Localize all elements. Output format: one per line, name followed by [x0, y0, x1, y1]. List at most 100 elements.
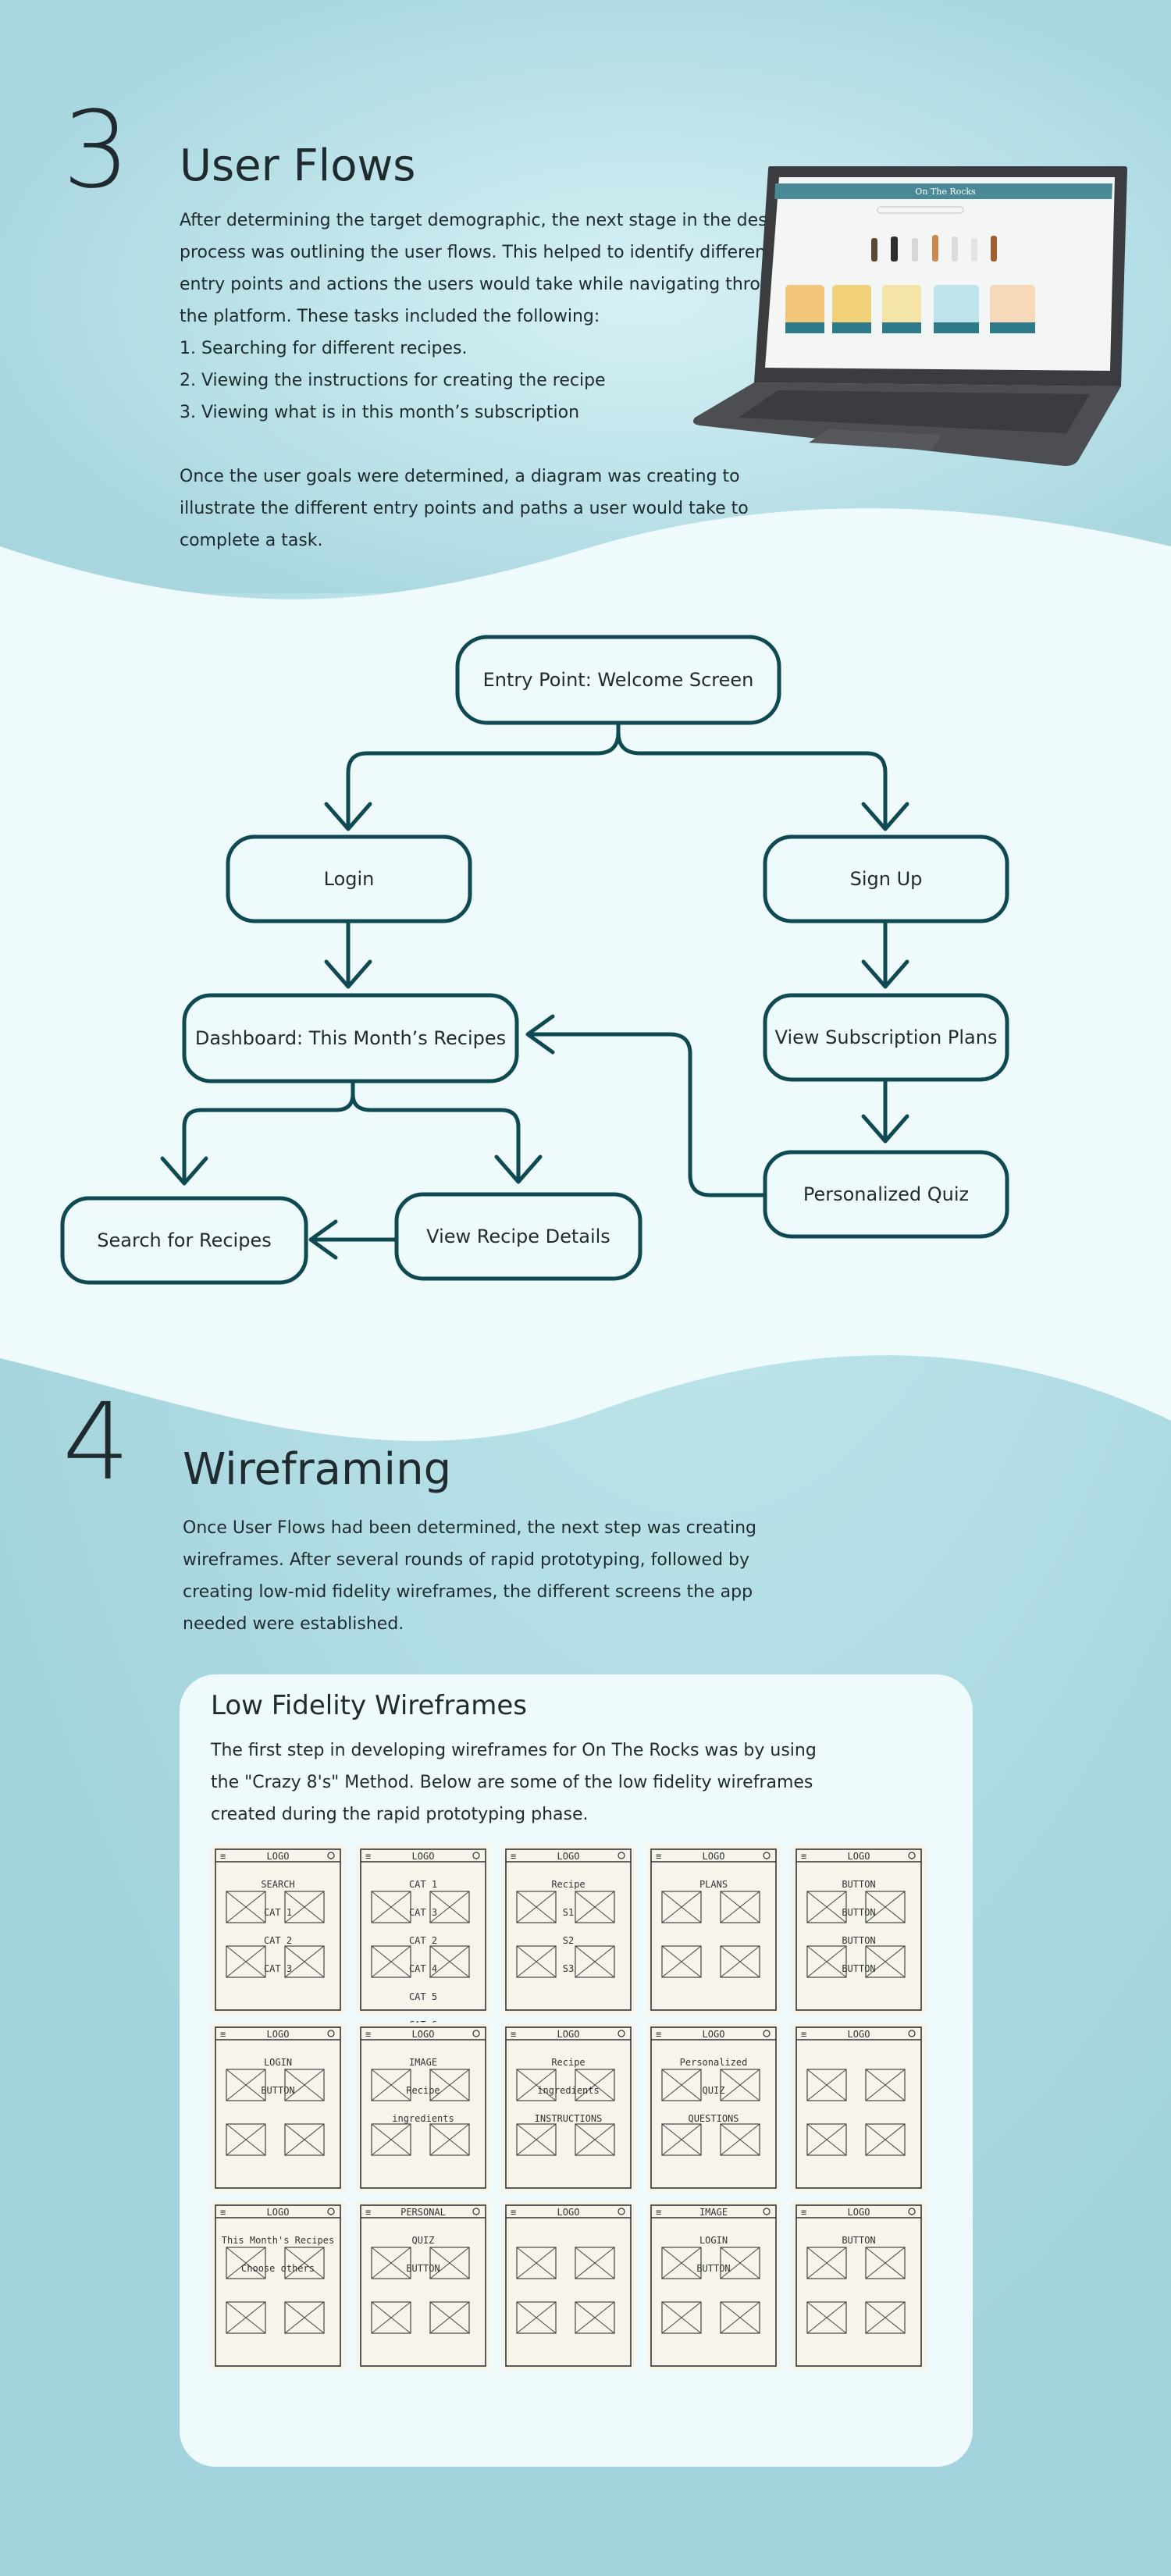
sketch-label: LOGO	[703, 1851, 725, 1862]
flow-node-details	[394, 1192, 642, 1281]
user-flows-followup: Once the user goals were determined, a d…	[180, 461, 749, 557]
sketch-label: Recipe	[551, 2057, 585, 2068]
sketch-label: BUTTON	[842, 1963, 875, 1974]
followup-line: complete a task.	[180, 531, 323, 550]
followup-line: Once the user goals were determined, a d…	[180, 467, 740, 486]
svg-text:≡: ≡	[801, 1851, 806, 1862]
svg-text:≡: ≡	[511, 2207, 516, 2218]
sketch-label: LOGO	[412, 1851, 435, 1862]
card-description: The first step in developing wireframes …	[211, 1735, 817, 1831]
sketch-label: BUTTON	[842, 2235, 875, 2246]
sketch-label: LOGO	[848, 2207, 870, 2218]
flow-node-search	[60, 1196, 308, 1285]
sketch-label: IMAGE	[409, 2057, 437, 2068]
section-title-wireframing: Wireframing	[183, 1444, 452, 1495]
sketch-label: Recipe	[406, 2085, 440, 2096]
section-number-4: 4	[62, 1381, 130, 1504]
svg-text:≡: ≡	[365, 1851, 371, 1862]
flow-node-plans	[763, 993, 1009, 1082]
sketch-label: LOGO	[848, 1851, 870, 1862]
sketch-label: QUESTIONS	[688, 2113, 739, 2124]
sketch-label: BUTTON	[406, 2263, 440, 2274]
sketch-label: BUTTON	[842, 1879, 875, 1890]
svg-text:≡: ≡	[656, 2029, 661, 2040]
sketch-label: S3	[563, 1963, 574, 1974]
sketch-label: CAT 1	[409, 1879, 437, 1890]
flow-arrow-entry-login	[324, 802, 372, 831]
intro-line: Once User Flows had been determined, the…	[183, 1518, 757, 1538]
intro-line: wireframes. After several rounds of rapi…	[183, 1550, 750, 1570]
wireframe-sketch: ≡ LOGO PLANS	[646, 1845, 781, 2015]
wireframe-sketch: ≡ LOGO SEARCH CAT 1 CAT 2 CAT 3	[211, 1845, 345, 2015]
sketch-label: LOGO	[848, 2029, 870, 2040]
sketch-label: QUIZ	[703, 2085, 725, 2096]
sketch-label: S2	[563, 1935, 574, 1946]
flow-label-entry: Entry Point: Welcome Screen	[483, 669, 754, 691]
flow-edge-entry-login	[346, 720, 621, 828]
task-item: 2. Viewing the instructions for creating…	[180, 371, 606, 390]
flow-arrow-plans-quiz	[861, 1114, 909, 1144]
flow-node-entry	[455, 635, 781, 725]
card-title: Low Fidelity Wireframes	[211, 1690, 527, 1721]
sketch-label: ingredients	[537, 2085, 599, 2096]
sketch-label: CAT 1	[264, 1907, 292, 1918]
sketch-label: LOGO	[557, 2207, 580, 2218]
followup-line: illustrate the different entry points an…	[180, 499, 749, 518]
sketch-label: IMAGE	[699, 2207, 728, 2218]
card-line: The first step in developing wireframes …	[211, 1741, 817, 1760]
card-line: created during the rapid prototyping pha…	[211, 1805, 589, 1824]
flow-arrow-dashboard-search	[160, 1156, 208, 1186]
sketch-label: CAT 2	[409, 1935, 437, 1946]
sketch-label: This Month's Recipes	[222, 2235, 335, 2246]
sketch-label: Recipe	[551, 1879, 585, 1890]
wireframing-intro: Once User Flows had been determined, the…	[183, 1512, 756, 1640]
sketch-label: QUIZ	[412, 2235, 435, 2246]
sketch-label: LOGO	[267, 1851, 290, 1862]
svg-text:≡: ≡	[365, 2029, 371, 2040]
wireframe-sketch-grid: ≡ LOGO SEARCH CAT 1 CAT 2 CAT 3 ≡ LOGO CAT 1 CAT …	[211, 1845, 926, 2371]
flow-node-dashboard	[182, 993, 519, 1083]
laptop-mockup: On The Rocks	[693, 166, 1127, 466]
wireframe-sketch: ≡ LOGO	[501, 2201, 635, 2371]
svg-text:≡: ≡	[511, 2029, 516, 2040]
sketch-label: CAT 2	[264, 1935, 292, 1946]
flow-arrow-dashboard-details	[494, 1155, 543, 1184]
flow-node-login	[226, 834, 472, 923]
sketch-label: LOGIN	[264, 2057, 292, 2068]
laptop-site-title: On The Rocks	[915, 187, 976, 197]
flow-arrow-login-dashboard	[324, 959, 372, 989]
low-fidelity-card: Low Fidelity Wireframes The first step i…	[180, 1674, 973, 2467]
flow-label-details: View Recipe Details	[426, 1226, 610, 1247]
wireframe-sketch: ≡ LOGO	[792, 2023, 926, 2193]
sketch-label: INSTRUCTIONS	[535, 2113, 603, 2124]
sketch-label: S1	[563, 1907, 574, 1918]
flow-edge-dashboard-details	[351, 1092, 521, 1181]
wireframe-sketch: ≡ LOGO IMAGE Recipe ingredients	[356, 2023, 490, 2193]
flow-node-quiz	[763, 1150, 1009, 1239]
sketch-label: LOGO	[267, 2207, 290, 2218]
sketch-label: BUTTON	[842, 1935, 875, 1946]
sketch-label: BUTTON	[261, 2085, 294, 2096]
wireframe-sketch: ≡ LOGO BUTTON BUTTON BUTTON BUTTON	[792, 1845, 926, 2015]
sketch-label: Personalized	[680, 2057, 748, 2068]
wireframe-sketch: ≡ LOGO Recipe S1 S2 S3	[501, 1845, 635, 2015]
svg-text:≡: ≡	[220, 2029, 226, 2040]
wireframe-sketch: ≡ LOGO LOGIN BUTTON	[211, 2023, 345, 2193]
flow-label-login: Login	[324, 868, 375, 890]
intro-line: needed were established.	[183, 1614, 404, 1634]
sketch-label: CAT 4	[409, 1963, 437, 1974]
sketch-label: PERSONAL	[400, 2207, 446, 2218]
flow-edge-dashboard-search	[182, 1079, 355, 1183]
intro-line: process was outlining the user flows. Th…	[180, 243, 773, 262]
sketch-label: LOGIN	[699, 2235, 728, 2246]
sketch-label: ingredients	[392, 2113, 454, 2124]
section-title-user-flows: User Flows	[180, 141, 416, 191]
sketch-label: BUTTON	[696, 2263, 730, 2274]
wireframe-sketch: ≡ IMAGE LOGIN BUTTON	[646, 2201, 781, 2371]
sketch-label: LOGO	[557, 2029, 580, 2040]
wireframe-sketch: ≡ LOGO Personalized QUIZ QUESTIONS	[646, 2023, 781, 2193]
sketch-label: LOGO	[557, 1851, 580, 1862]
intro-line: the platform. These tasks included the f…	[180, 307, 600, 326]
sketch-label: BUTTON	[842, 1907, 875, 1918]
